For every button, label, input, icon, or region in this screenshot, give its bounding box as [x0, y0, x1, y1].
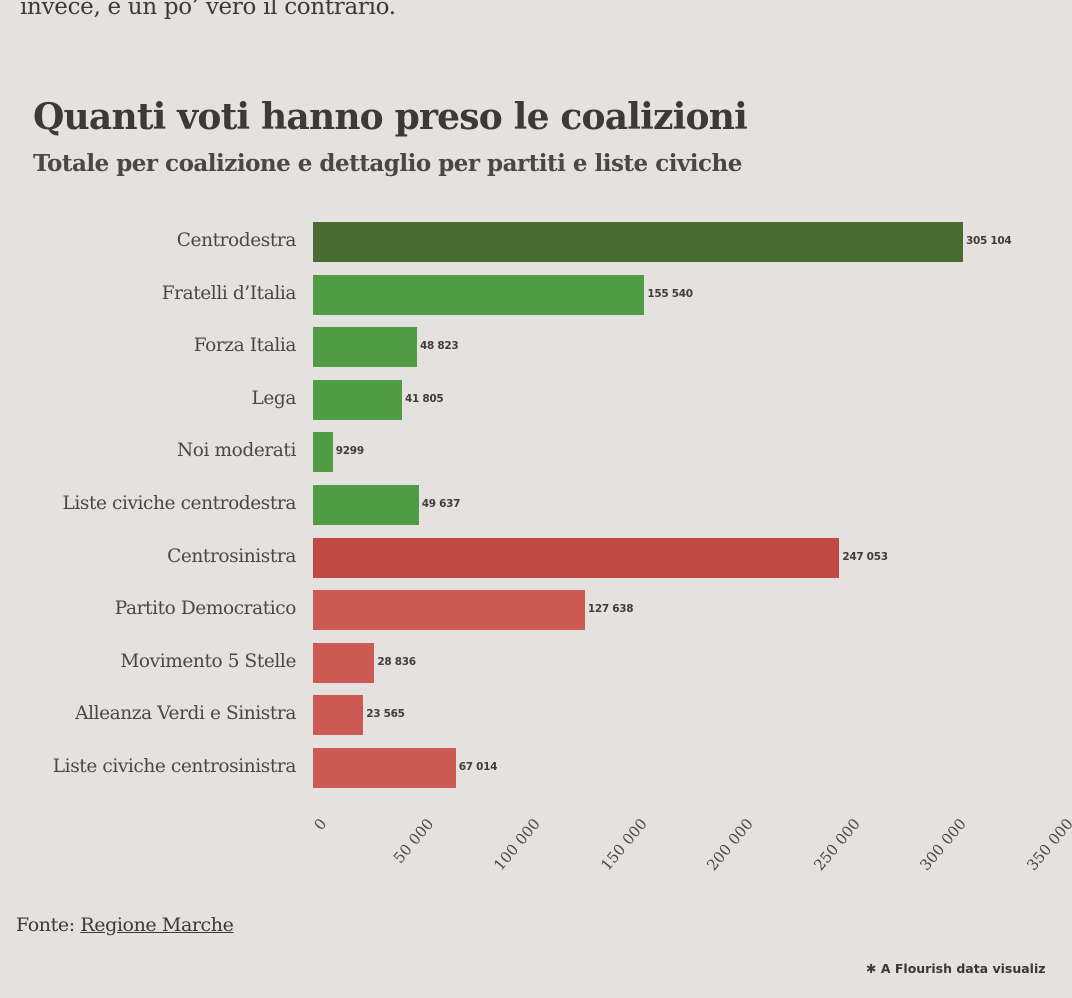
- category-label: Liste civiche centrodestra: [62, 493, 296, 514]
- category-label: Movimento 5 Stelle: [120, 650, 296, 672]
- value-label: 49 637: [421, 498, 461, 510]
- x-tick-label: 350 000: [1022, 815, 1072, 875]
- bar-row[interactable]: Alleanza Verdi e Sinistra 23 565: [0, 695, 1072, 736]
- bar-row[interactable]: Noi moderati 9299: [0, 432, 1072, 473]
- bar-row[interactable]: Forza Italia 48 823: [0, 327, 1072, 368]
- bar-row[interactable]: Lega 41 805: [0, 379, 1072, 420]
- value-label: 28 836: [377, 655, 416, 668]
- x-tick-label: 250 000: [809, 815, 864, 875]
- source-note: Fonte: Regione Marche: [16, 914, 234, 936]
- category-label: Partito Democratico: [114, 598, 297, 620]
- bar-row[interactable]: Centrosinistra 247 053: [0, 537, 1072, 578]
- value-label: 41 805: [405, 392, 444, 405]
- value-label: 23 565: [366, 708, 405, 721]
- bar-row[interactable]: Movimento 5 Stelle 28 836: [0, 642, 1072, 683]
- category-label: Fratelli d’Italia: [161, 282, 297, 304]
- chart-subtitle: Totale per coalizione e dettaglio per pa…: [33, 150, 742, 177]
- bar-chart: Centrodestra 305 104 Fratelli d’Italia 155 …: [0, 220, 1072, 880]
- bar-row[interactable]: Partito Democratico 127 638: [0, 590, 1072, 631]
- bar[interactable]: [313, 695, 364, 736]
- bar[interactable]: [313, 642, 375, 683]
- source-prefix: Fonte:: [16, 914, 81, 936]
- bar-row[interactable]: Fratelli d’Italia 155 540: [0, 274, 1072, 315]
- bar[interactable]: [313, 327, 417, 368]
- value-label: 67 014: [458, 761, 498, 773]
- bar[interactable]: [313, 274, 645, 315]
- chart-title: Quanti voti hanno preso le coalizioni: [33, 96, 748, 138]
- value-label: 247 053: [842, 550, 888, 563]
- bar-row[interactable]: Centrodestra 305 104: [0, 222, 1072, 262]
- source-link[interactable]: Regione Marche: [80, 914, 234, 936]
- x-tick-label: 300 000: [916, 815, 970, 875]
- category-label: Centrodestra: [176, 230, 297, 251]
- value-label: 127 638: [587, 603, 634, 616]
- bar[interactable]: [313, 537, 840, 578]
- bar[interactable]: [313, 379, 403, 420]
- bar[interactable]: [313, 432, 333, 473]
- flourish-credit[interactable]: ✱ A Flourish data visualiz: [866, 961, 1046, 976]
- x-tick-label: 0: [310, 815, 331, 834]
- intro-paragraph: invece, è un po’ vero il contrario.: [20, 0, 396, 20]
- bar[interactable]: [313, 485, 419, 525]
- value-label: 305 104: [966, 235, 1012, 247]
- value-label: 9299: [335, 445, 364, 458]
- bar[interactable]: [313, 590, 585, 631]
- bar-row[interactable]: Liste civiche centrodestra 49 637: [0, 485, 1072, 525]
- bar[interactable]: [313, 748, 456, 788]
- flourish-asterisk-icon: ✱: [866, 961, 877, 976]
- bar-row[interactable]: Liste civiche centrosinistra 67 014: [0, 748, 1072, 788]
- x-tick-label: 200 000: [703, 815, 757, 875]
- value-label: 155 540: [647, 287, 693, 300]
- category-label: Noi moderati: [176, 440, 296, 462]
- category-label: Forza Italia: [193, 335, 297, 357]
- category-label: Alleanza Verdi e Sinistra: [75, 703, 296, 725]
- x-tick-label: 100 000: [490, 815, 544, 875]
- x-tick-label: 50 000: [389, 815, 438, 867]
- category-label: Liste civiche centrosinistra: [52, 756, 297, 777]
- x-tick-label: 150 000: [596, 815, 651, 875]
- x-axis: 0 50 000 100 000 150 000 200 000 250 000 300 0…: [0, 815, 1072, 905]
- value-label: 48 823: [420, 340, 459, 353]
- bar[interactable]: [313, 222, 963, 262]
- category-label: Centrosinistra: [167, 545, 296, 567]
- flourish-credit-label: A Flourish data visualiz: [880, 961, 1046, 976]
- category-label: Lega: [251, 387, 296, 409]
